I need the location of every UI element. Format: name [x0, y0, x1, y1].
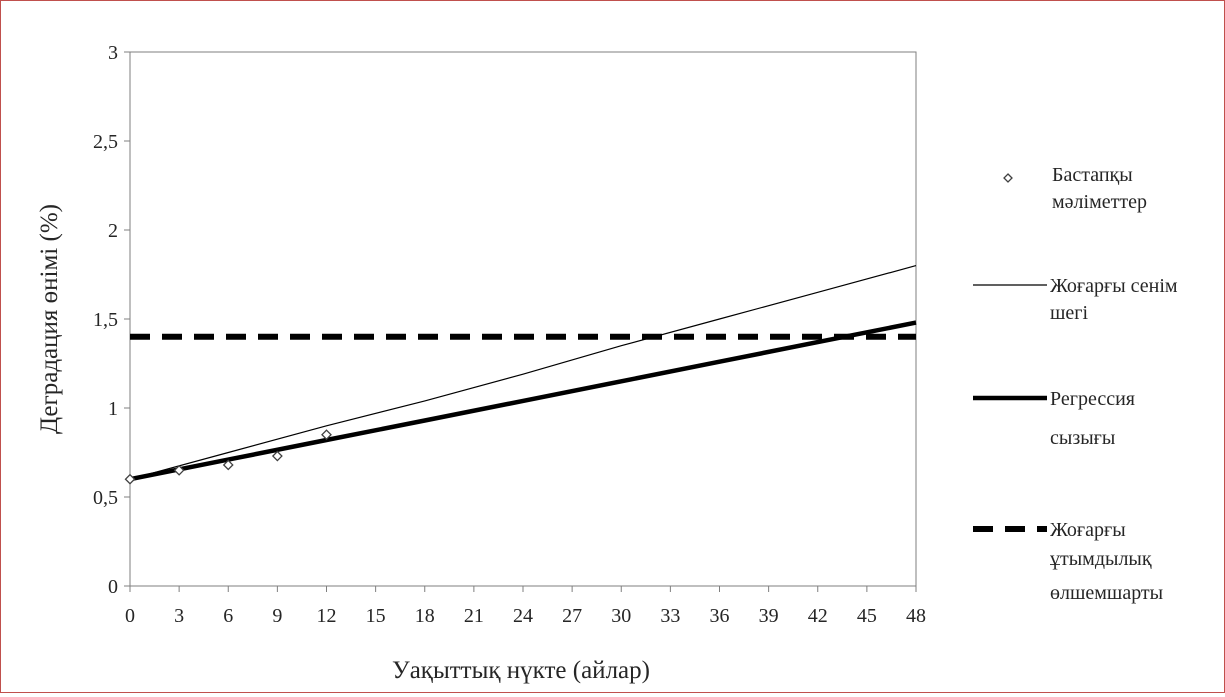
legend-marker-initial-data — [1003, 173, 1013, 183]
x-tick-label: 33 — [660, 605, 680, 627]
x-tick-label: 3 — [174, 605, 184, 627]
y-tick-label: 3 — [108, 42, 118, 64]
data-point-initial-data — [173, 464, 185, 476]
x-tick-label: 36 — [710, 605, 730, 627]
x-tick-label: 48 — [906, 605, 926, 627]
x-tick-label: 6 — [223, 605, 233, 627]
x-tick-label: 39 — [759, 605, 779, 627]
legend-label-upper-criterion-3: өлшемшарты — [1050, 582, 1163, 604]
series-line-regression — [129, 320, 917, 482]
legend-label-upper-criterion-1: Жоғарғы — [1050, 519, 1126, 541]
data-point-initial-data — [271, 450, 283, 462]
x-tick-label: 18 — [415, 605, 435, 627]
x-tick-label: 30 — [611, 605, 631, 627]
x-tick-label: 12 — [317, 605, 337, 627]
data-point-initial-data — [321, 429, 332, 441]
x-tick-label: 42 — [808, 605, 828, 627]
x-tick-label: 9 — [272, 605, 282, 627]
legend-label-upper-confidence-1: Жоғарғы сенім — [1050, 275, 1178, 297]
legend-label-upper-confidence-2: шегі — [1050, 302, 1088, 324]
x-tick-label: 0 — [125, 605, 135, 627]
data-point-initial-data — [124, 473, 136, 485]
y-tick-label: 0,5 — [93, 487, 118, 509]
legend: Бастапқы мәліметтер Жоғарғы сенім шегі Р… — [973, 164, 1178, 604]
x-tick-label: 24 — [513, 605, 533, 627]
legend-label-initial-data-1: Бастапқы — [1052, 164, 1133, 186]
plot-area: 00,511,522,530 3 6 9 12 15 18 21 24 27 30 33 36 39 42 4… — [93, 42, 926, 627]
legend-label-regression-2: сызығы — [1050, 427, 1115, 449]
x-tick-label: 15 — [366, 605, 386, 627]
y-tick-label: 1 — [108, 398, 118, 420]
x-axis-title: Уақыттық нүкте (айлар) — [392, 657, 650, 684]
y-tick-label: 0 — [108, 576, 118, 598]
x-tick-label: 21 — [464, 605, 484, 627]
plot-border — [129, 51, 917, 587]
y-tick-label: 1,5 — [93, 309, 118, 331]
data-point-initial-data — [222, 459, 234, 471]
legend-label-initial-data-2: мәліметтер — [1052, 191, 1147, 213]
legend-label-upper-criterion-2: ұтымдылық — [1050, 548, 1152, 570]
y-tick-label: 2 — [108, 220, 118, 242]
series-line-upper-confidence — [129, 265, 917, 480]
x-tick-label: 45 — [857, 605, 877, 627]
y-tick-label: 2,5 — [93, 131, 118, 153]
y-axis-title: Деградация өнімі (%) — [36, 204, 63, 434]
legend-label-regression-1: Регрессия — [1050, 388, 1135, 410]
x-tick-label: 27 — [562, 605, 582, 627]
